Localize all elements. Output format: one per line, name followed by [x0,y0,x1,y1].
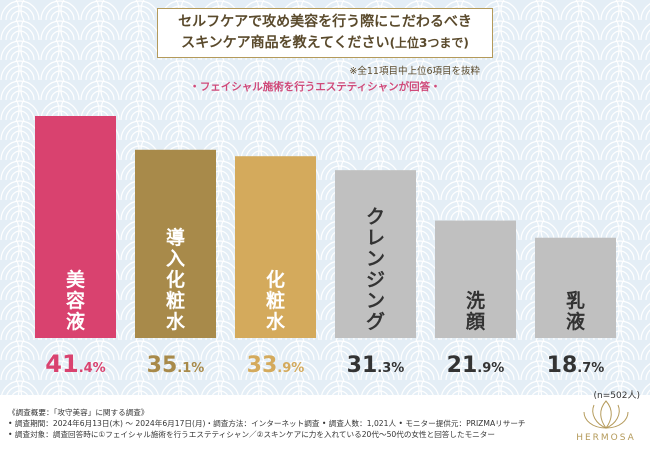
bar-1 [35,116,116,338]
extraction-note: ※全11項目中上位6項目を抜粋 [349,66,480,77]
footer-line3: • 調査対象：調査回答時に①フェイシャル施術を行うエステティシャン／②スキンケア… [8,430,495,439]
chart-title-line2: スキンケア商品を教えてください(上位3つまで) [158,33,492,54]
bar-3 [235,156,316,338]
bar-6 [535,237,616,338]
footer-line2: • 調査期間：2024年6月13日(木) ～ 2024年6月17日(月)・調査方… [8,419,526,428]
survey-footer: 《調査概要：「攻守美容」に関する調査》 • 調査期間：2024年6月13日(木)… [8,407,568,440]
bar-5 [435,220,516,338]
bar-4-category-label: クレンジング [366,206,385,333]
bar-2-category-label: 導入化粧水 [166,226,186,333]
sample-size-note: (n=502人) [593,391,640,401]
bar-1-value-label: 41.4% [45,350,105,378]
bar-chart: 美容液 41.4% 導入化粧水 35.1% 化粧水 33.9% クレンジング 31.3% 洗顔 2… [35,116,616,378]
bar-2-value-label: 35.1% [147,353,205,378]
brand-logo-icon [583,400,629,429]
chart-title-line2-small: (上位3つまで) [389,36,469,50]
brand-logo: HERMOSA [570,398,642,446]
subtitle-dot-right: ・ [430,81,441,93]
chart-title-line2-main: スキンケア商品を教えてください [181,35,390,51]
bar-2 [135,149,216,338]
bar-3-value-label: 33.9% [247,353,305,378]
chart-title-box: セルフケアで攻め美容を行う際にこだわるべき スキンケア商品を教えてください(上位… [157,8,493,58]
brand-logo-text: HERMOSA [576,433,636,443]
bar-4 [335,170,416,338]
bar-5-category-label: 洗顔 [465,289,486,333]
respondent-subtitle: ・フェイシャル施術を行うエステティシャンが回答・ [150,79,480,94]
subtitle-dot-left: ・ [189,81,200,93]
bar-4-value-label: 31.3% [347,353,405,378]
subtitle-text: フェイシャル施術を行うエステティシャンが回答 [199,81,431,93]
bar-6-category-label: 乳液 [566,289,586,333]
footer-line1: 《調査概要：「攻守美容」に関する調査》 [8,408,149,417]
bar-5-value-label: 21.9% [447,353,505,378]
chart-title-line1: セルフケアで攻め美容を行う際にこだわるべき [178,14,472,30]
bar-1-category-label: 美容液 [66,268,86,333]
bar-6-value-label: 18.7% [547,353,605,378]
bar-3-category-label: 化粧水 [266,268,286,333]
